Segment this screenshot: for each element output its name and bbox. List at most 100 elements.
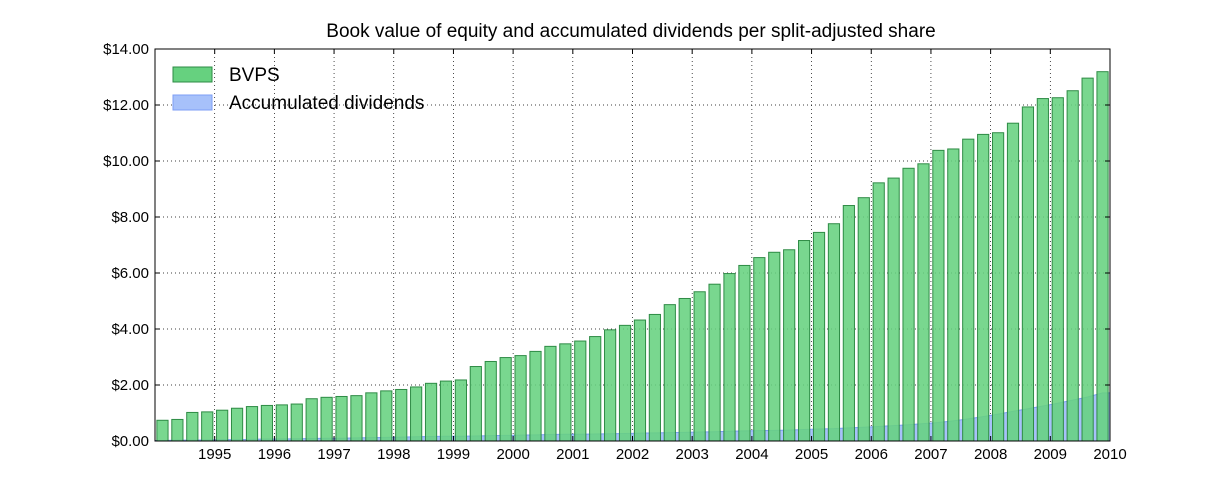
bvps-bar <box>842 205 855 442</box>
bvps-bar <box>1036 98 1049 442</box>
bvps-bar <box>305 398 318 442</box>
bvps-bar <box>186 411 199 442</box>
bvps-bar <box>678 297 691 442</box>
x-tick-label: 2001 <box>556 446 589 463</box>
legend-swatch <box>172 94 213 111</box>
bvps-bar <box>768 251 781 442</box>
bvps-bar <box>917 163 930 442</box>
bvps-bar <box>559 343 572 442</box>
x-tick-label: 1996 <box>258 446 291 463</box>
bvps-bar <box>902 167 915 442</box>
bvps-bar <box>1066 90 1079 442</box>
x-axis-ticks: 1995 1996 1997 1998 1999 2000 2001 2002 2003 2004… <box>198 49 1127 463</box>
bvps-bar <box>514 355 527 442</box>
x-tick-label: 2007 <box>914 446 947 463</box>
x-tick-label: 2004 <box>735 446 768 463</box>
bvps-bar <box>589 336 602 442</box>
y-tick-label: $10.00 <box>103 153 149 170</box>
bvps-bar <box>201 411 214 442</box>
x-tick-label: 2009 <box>1034 446 1067 463</box>
bvps-bar <box>216 409 229 442</box>
bvps-bar <box>469 366 482 442</box>
bvps-bar <box>380 390 393 442</box>
bvps-bar <box>245 406 259 442</box>
bvps-bar <box>484 360 497 442</box>
bvps-bar <box>708 283 721 442</box>
x-tick-label: 2006 <box>855 446 888 463</box>
y-tick-label: $14.00 <box>103 41 149 58</box>
bvps-bar <box>395 388 408 442</box>
bvps-bar <box>230 407 244 442</box>
bvps-bar <box>962 138 975 442</box>
bvps-bar <box>738 264 751 442</box>
bvps-bar <box>857 197 870 442</box>
bvps-bar <box>798 240 811 442</box>
x-tick-label: 1999 <box>437 446 470 463</box>
bvps-bar <box>977 133 990 442</box>
bvps-bar <box>872 182 885 442</box>
y-axis-ticks: $0.00 $2.00 $4.00 $6.00 $8.00 $10.00 $12.00 $14… <box>103 41 1110 450</box>
chart-title: Book value of equity and accumulated div… <box>326 21 935 42</box>
x-tick-label: 2010 <box>1093 446 1126 463</box>
x-tick-label: 1998 <box>377 446 410 463</box>
bvps-bar <box>753 257 766 442</box>
bvps-bar <box>1096 71 1109 442</box>
y-tick-label: $6.00 <box>111 265 149 282</box>
bvps-bar <box>171 418 184 442</box>
x-tick-label: 2008 <box>974 446 1007 463</box>
x-tick-label: 2003 <box>676 446 709 463</box>
bvps-bar <box>648 313 661 442</box>
legend-label: BVPS <box>229 65 280 86</box>
bvps-bar <box>827 223 841 442</box>
bvps-bar-layer <box>156 71 1109 442</box>
y-tick-label: $8.00 <box>111 209 149 226</box>
bvps-bar <box>424 382 438 442</box>
bvps-bar <box>633 319 647 442</box>
legend-label: Accumulated dividends <box>229 93 424 114</box>
bvps-bar <box>618 324 632 442</box>
bvps-bar <box>723 273 736 442</box>
bvps-bar <box>290 403 303 442</box>
bvps-bar <box>439 380 453 442</box>
bvps-bar <box>1021 106 1035 442</box>
y-tick-label: $12.00 <box>103 97 149 114</box>
bvps-bar <box>350 395 363 442</box>
bvps-bar <box>604 329 617 442</box>
bvps-bar <box>663 304 676 442</box>
bvps-bar <box>544 345 557 442</box>
bvps-bar <box>529 350 542 442</box>
x-tick-label: 2002 <box>616 446 649 463</box>
bvps-bar <box>693 291 706 442</box>
bvps-bar <box>260 404 274 442</box>
bvps-bar <box>454 379 467 442</box>
x-tick-label: 1995 <box>198 446 231 463</box>
bvps-bar <box>1006 122 1020 442</box>
bvps-bar <box>320 396 333 442</box>
bvps-bar <box>812 231 826 442</box>
bvps-bar <box>410 386 423 442</box>
bvps-bar <box>1081 77 1094 442</box>
x-tick-label: 1997 <box>317 446 350 463</box>
bvps-bar <box>574 340 587 442</box>
bvps-bar <box>887 177 900 442</box>
bvps-bar <box>932 149 945 442</box>
x-tick-label: 2000 <box>496 446 529 463</box>
y-tick-label: $4.00 <box>111 321 149 338</box>
y-tick-label: $2.00 <box>111 377 149 394</box>
bvps-bar <box>783 249 796 442</box>
bvps-bar <box>275 404 288 442</box>
bvps-bar <box>499 357 512 442</box>
bvps-bar <box>156 419 169 442</box>
x-tick-label: 2005 <box>795 446 828 463</box>
bvps-bar <box>1051 97 1064 442</box>
bvps-bar <box>335 395 348 442</box>
bvps-bar <box>947 148 960 442</box>
grid-layer <box>155 49 1110 441</box>
legend-swatch <box>172 66 213 83</box>
y-tick-label: $0.00 <box>111 433 149 450</box>
bvps-bar <box>991 132 1005 442</box>
bvps-bar <box>365 392 378 442</box>
legend: BVPS Accumulated dividends <box>172 65 424 114</box>
